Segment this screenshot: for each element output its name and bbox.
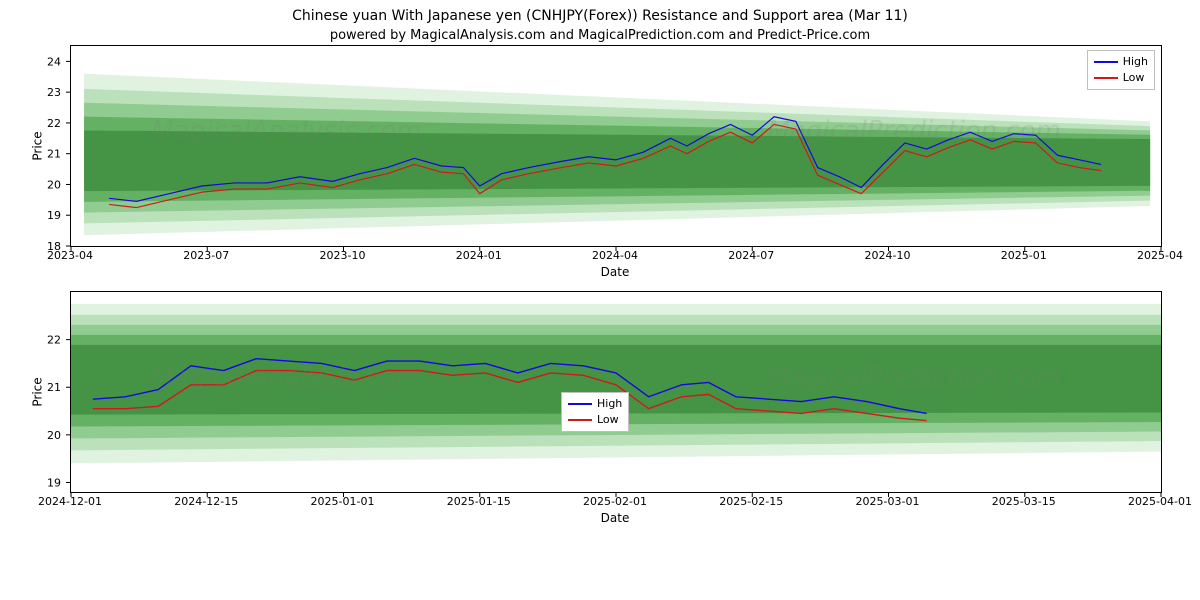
x-tick-label: 2025-01-15 xyxy=(447,495,511,508)
top-legend: High Low xyxy=(1087,50,1155,90)
svg-text:23: 23 xyxy=(47,86,61,99)
legend-label-low: Low xyxy=(1123,71,1145,84)
x-tick-label: 2024-04 xyxy=(592,249,638,262)
chart-sub-title: powered by MagicalAnalysis.com and Magic… xyxy=(0,24,1200,45)
svg-text:19: 19 xyxy=(47,209,61,222)
legend-swatch-low xyxy=(1094,77,1118,79)
x-tick-label: 2024-12-15 xyxy=(174,495,238,508)
legend-item-low: Low xyxy=(1094,70,1148,86)
legend-label-high-b: High xyxy=(597,397,622,410)
legend-item-high-b: High xyxy=(568,396,622,412)
top-chart-svg: 18192021222324 xyxy=(71,46,1161,246)
x-tick-label: 2025-03-15 xyxy=(992,495,1056,508)
legend-item-high: High xyxy=(1094,54,1148,70)
bottom-x-tick-row: 2024-12-012024-12-152025-01-012025-01-15… xyxy=(70,493,1160,509)
x-tick-label: 2025-02-01 xyxy=(583,495,647,508)
svg-text:20: 20 xyxy=(47,429,61,442)
x-tick-label: 2024-07 xyxy=(728,249,774,262)
legend-label-high: High xyxy=(1123,55,1148,68)
svg-text:22: 22 xyxy=(47,117,61,130)
x-tick-label: 2025-01 xyxy=(1001,249,1047,262)
chart-main-title: Chinese yuan With Japanese yen (CNHJPY(F… xyxy=(0,0,1200,24)
legend-swatch-high xyxy=(1094,61,1118,63)
x-tick-label: 2024-12-01 xyxy=(38,495,102,508)
svg-text:21: 21 xyxy=(47,381,61,394)
svg-text:20: 20 xyxy=(47,178,61,191)
x-tick-label: 2025-02-15 xyxy=(719,495,783,508)
bottom-y-axis-label: Price xyxy=(31,377,45,406)
x-tick-label: 2025-04 xyxy=(1137,249,1183,262)
legend-swatch-low-b xyxy=(568,419,592,421)
x-tick-label: 2023-04 xyxy=(47,249,93,262)
x-tick-label: 2025-04-01 xyxy=(1128,495,1192,508)
legend-swatch-high-b xyxy=(568,403,592,405)
x-tick-label: 2024-10 xyxy=(865,249,911,262)
x-tick-label: 2023-10 xyxy=(320,249,366,262)
top-x-tick-row: 2023-042023-072023-102024-012024-042024-… xyxy=(70,247,1160,263)
bottom-chart-panel: Price 19202122 MagicalAnalysis.com Magic… xyxy=(70,291,1162,493)
top-x-axis-label: Date xyxy=(70,265,1160,279)
legend-item-low-b: Low xyxy=(568,412,622,428)
top-y-axis-label: Price xyxy=(31,131,45,160)
top-chart-panel: Price 18192021222324 MagicalAnalysis.com… xyxy=(70,45,1162,247)
svg-text:22: 22 xyxy=(47,334,61,347)
x-tick-label: 2025-01-01 xyxy=(311,495,375,508)
bottom-legend: High Low xyxy=(561,392,629,432)
svg-text:21: 21 xyxy=(47,148,61,161)
svg-text:19: 19 xyxy=(47,476,61,489)
x-tick-label: 2024-01 xyxy=(456,249,502,262)
x-tick-label: 2025-03-01 xyxy=(856,495,920,508)
svg-text:24: 24 xyxy=(47,55,61,68)
legend-label-low-b: Low xyxy=(597,413,619,426)
bottom-x-axis-label: Date xyxy=(70,511,1160,525)
x-tick-label: 2023-07 xyxy=(183,249,229,262)
